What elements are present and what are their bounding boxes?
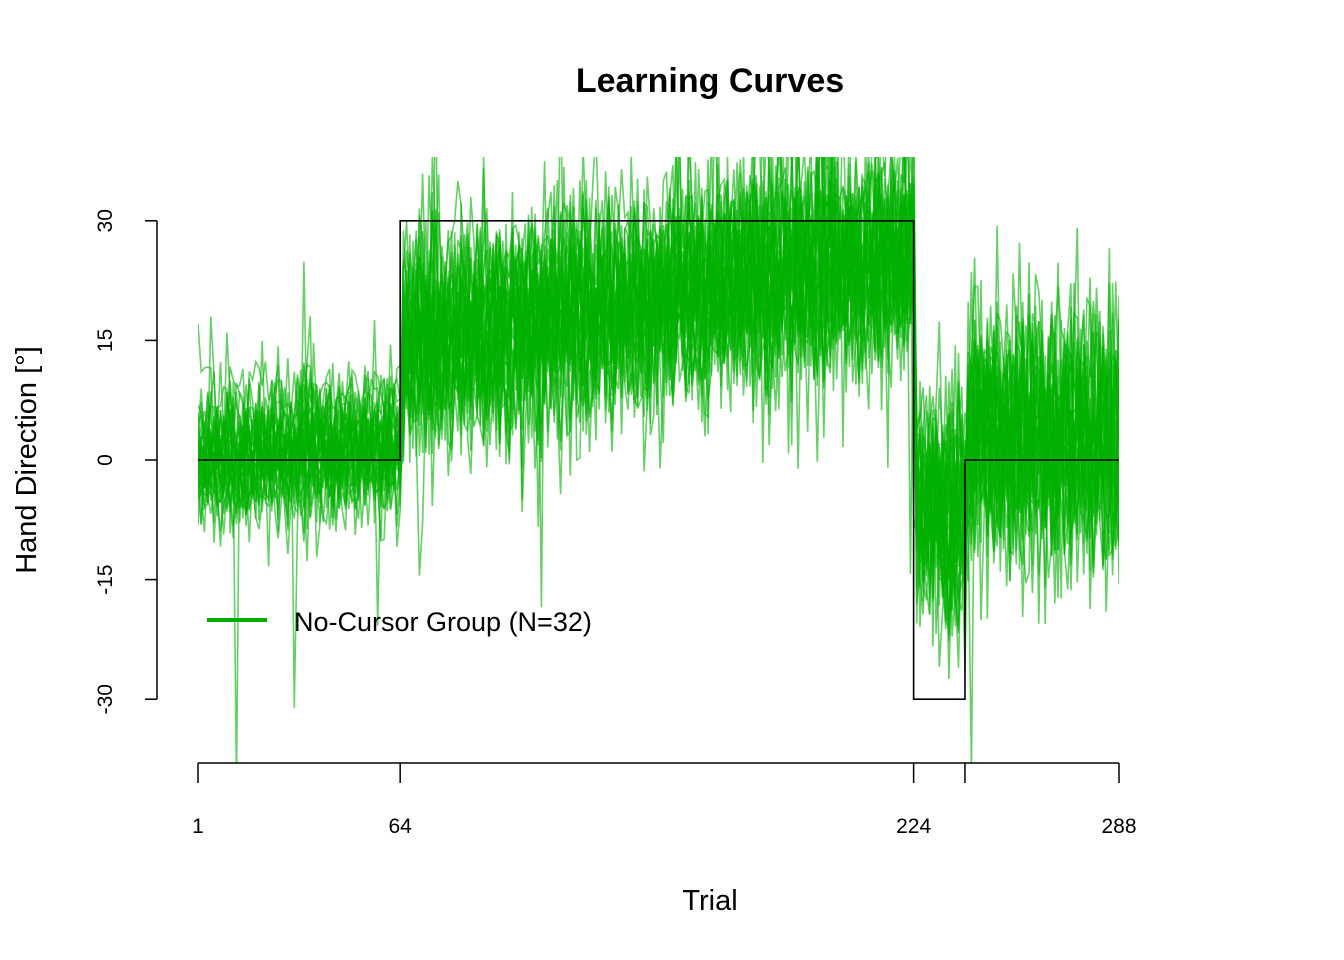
perturbation-schedule xyxy=(198,219,1119,701)
x-tick-label: 288 xyxy=(1101,815,1136,838)
schedule-line xyxy=(198,219,1119,701)
x-tick-label: 224 xyxy=(896,815,931,838)
y-tick-label: -30 xyxy=(94,684,117,714)
y-tick-label: 15 xyxy=(94,329,117,352)
chart-title: Learning Curves xyxy=(576,62,844,100)
y-axis: -30 -15 0 15 30 xyxy=(94,209,158,714)
legend-label: No-Cursor Group (N=32) xyxy=(294,607,592,637)
legend: No-Cursor Group (N=32) xyxy=(207,607,592,637)
y-tick-label: -15 xyxy=(94,564,117,594)
x-tick-label: 1 xyxy=(192,815,204,838)
y-axis-label: Hand Direction [°] xyxy=(11,346,43,574)
y-tick-label: 0 xyxy=(94,454,117,466)
y-tick-label: 30 xyxy=(94,209,117,232)
participant-curves xyxy=(198,157,1119,763)
x-axis: 1 64 224 288 xyxy=(192,762,1137,838)
x-axis-label: Trial xyxy=(682,885,737,917)
x-tick-label: 64 xyxy=(388,815,412,838)
